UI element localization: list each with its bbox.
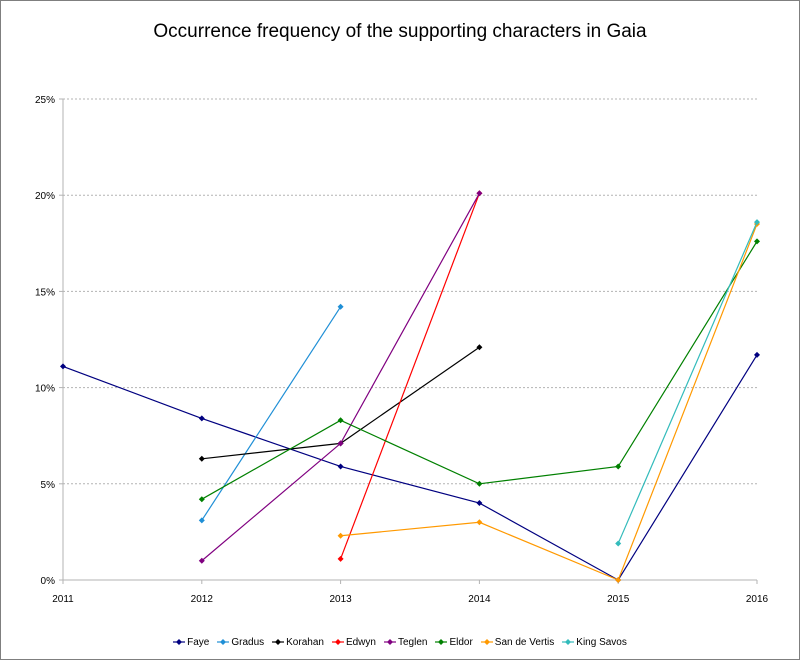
data-point-eldor xyxy=(615,463,622,470)
y-tick-label: 25% xyxy=(35,95,55,106)
legend-item-faye: Faye xyxy=(173,637,209,648)
data-point-eldor xyxy=(198,496,205,503)
legend-item-king-savos: King Savos xyxy=(562,637,627,648)
x-tick-label: 2013 xyxy=(329,594,352,605)
legend-label: Korahan xyxy=(286,636,324,648)
y-tick-label: 0% xyxy=(41,576,56,587)
legend-item-teglen: Teglen xyxy=(383,636,428,648)
y-tick-label: 20% xyxy=(35,191,55,202)
data-point-king-savos xyxy=(754,219,760,226)
data-point-gradus xyxy=(337,303,344,310)
data-point-edwyn xyxy=(337,555,344,562)
data-point-teglen xyxy=(476,190,483,197)
legend-label: Eldor xyxy=(449,636,473,648)
data-point-faye xyxy=(198,415,205,422)
data-point-teglen xyxy=(198,557,205,564)
y-tick-label: 5% xyxy=(41,480,56,491)
legend-label: King Savos xyxy=(576,636,627,648)
series-line-king-savos xyxy=(617,221,758,544)
data-point-eldor xyxy=(337,417,344,424)
legend-swatch xyxy=(272,639,285,645)
x-tick-label: 2015 xyxy=(607,594,630,605)
legend-swatch xyxy=(383,639,396,645)
data-point-faye xyxy=(476,500,483,507)
data-point-eldor xyxy=(476,480,483,487)
legend-label: Teglen xyxy=(397,636,428,648)
legend-item-eldor: Eldor xyxy=(435,636,473,648)
legend-swatch xyxy=(331,639,344,645)
data-point-gradus xyxy=(198,517,205,524)
legend-item-gradus: Gradus xyxy=(217,637,264,648)
series-line-edwyn xyxy=(340,193,480,560)
chart-title: Occurrence frequency of the supporting c… xyxy=(153,21,647,42)
data-point-faye xyxy=(337,463,344,470)
legend: Faye Gradus Korahan Edwyn Teglen Eldor San de … xyxy=(1,633,799,651)
data-point-teglen xyxy=(337,440,344,447)
series-line-faye xyxy=(62,354,758,581)
legend-label: Gradus xyxy=(231,636,265,648)
data-point-eldor xyxy=(754,238,760,245)
legend-swatch xyxy=(435,639,448,645)
plot-area: 0% 5% 10% 15% 20% 25% 2011 2012 2013 2014 2015 2016 xyxy=(35,95,769,605)
legend-swatch xyxy=(562,639,575,645)
legend-label: San de Vertis xyxy=(494,636,555,648)
data-point-korahan xyxy=(476,344,483,351)
y-tick-label: 10% xyxy=(35,384,55,395)
series-line-san-de-vertis xyxy=(340,223,758,581)
legend-label: Faye xyxy=(187,636,210,648)
data-point-faye xyxy=(754,351,760,358)
legend-swatch xyxy=(217,639,230,645)
data-point-king-savos xyxy=(615,540,622,547)
data-point-san-de-vertis xyxy=(337,532,344,539)
data-point-faye xyxy=(60,363,66,370)
legend-item-korahan: Korahan xyxy=(272,637,324,648)
legend-item-edwyn: Edwyn xyxy=(331,636,376,648)
legend-label: Edwyn xyxy=(345,636,376,648)
legend-item-san-de-vertis: San de Vertis xyxy=(480,636,555,648)
data-point-san-de-vertis xyxy=(476,519,483,526)
x-tick-label: 2012 xyxy=(191,594,214,605)
x-tick-label: 2011 xyxy=(52,594,74,605)
y-tick-label: 15% xyxy=(35,287,55,298)
x-tick-label: 2016 xyxy=(746,594,769,605)
series-line-eldor xyxy=(201,241,758,500)
legend-swatch xyxy=(480,639,493,645)
x-tick-label: 2014 xyxy=(468,594,491,605)
data-point-san-de-vertis xyxy=(615,577,622,583)
data-point-korahan xyxy=(198,455,205,462)
series-line-teglen xyxy=(201,192,480,562)
legend-swatch xyxy=(173,639,186,645)
series-line-gradus xyxy=(201,306,342,521)
